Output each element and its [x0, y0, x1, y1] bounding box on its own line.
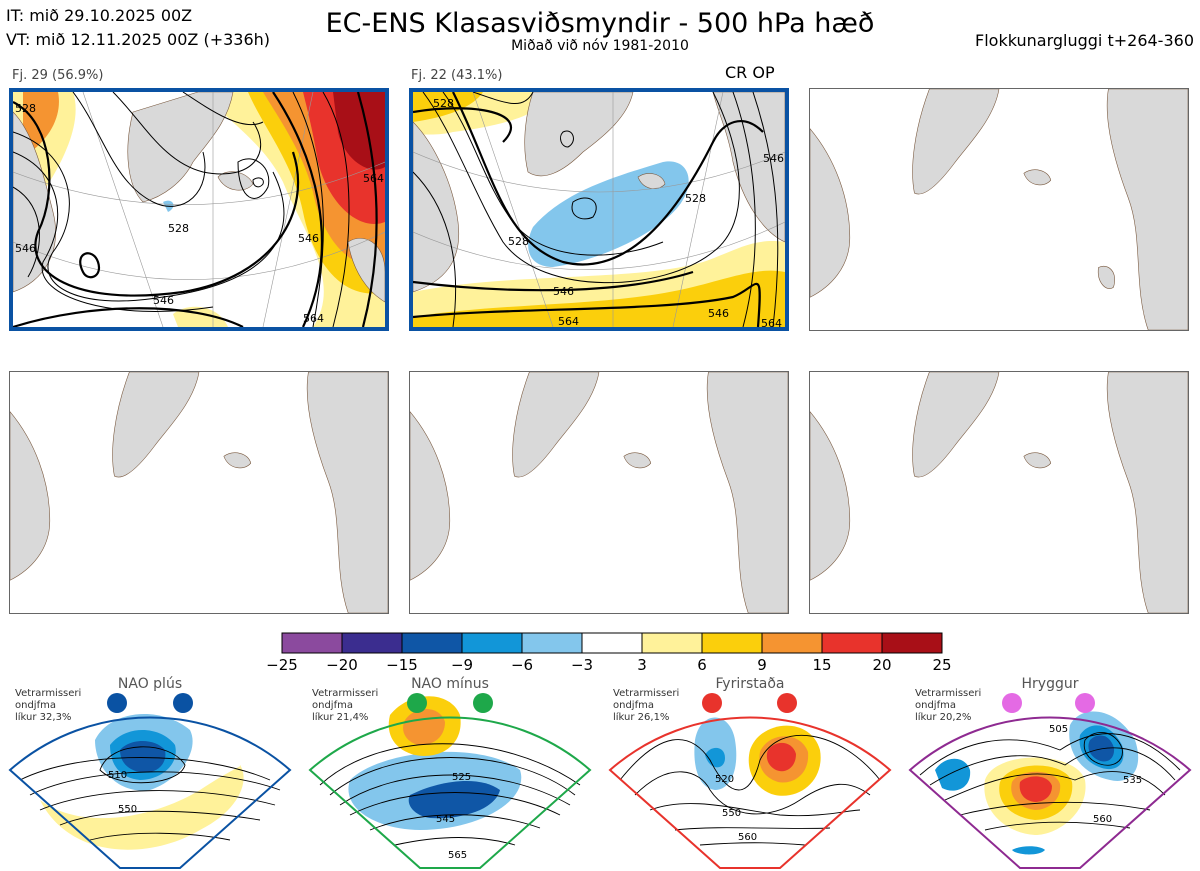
cluster-2-contour-label: 528: [508, 235, 529, 248]
valid-time: VT: mið 12.11.2025 00Z (+336h): [6, 30, 271, 49]
regime-3-name: Fyrirstaða: [715, 676, 785, 692]
colorbar-label: 6: [697, 656, 707, 674]
regime-3-contour-label: 520: [715, 774, 734, 785]
empty-map-4: [9, 371, 389, 614]
cluster-2-contour-label: 564: [761, 317, 782, 327]
regime-2-info: Vetrarmisseri ondjfma líkur 21,4%: [312, 688, 379, 723]
colorbar-label: −15: [386, 656, 418, 674]
regime-2-contour-label: 565: [448, 850, 467, 861]
regime-ridge[interactable]: 505 535 560: [900, 670, 1200, 870]
cluster-2-tag: CR OP: [725, 63, 775, 82]
page-title: EC-ENS Klasasviðsmyndir - 500 hPa hæð: [325, 8, 875, 39]
cluster-2-contour-label: 546: [763, 152, 784, 165]
cluster-1-label: Fj. 29 (56.9%): [12, 68, 104, 83]
regime-1-contour-label: 510: [108, 770, 127, 781]
dot-icon: [777, 693, 797, 713]
regime-dots: [107, 693, 1095, 713]
cluster-1-contour-label: 564: [303, 312, 324, 325]
colorbar-cell: [881, 632, 943, 654]
colorbar: [281, 632, 943, 654]
cluster-map-1[interactable]: 528 546 564 546 528 546 564: [9, 88, 389, 331]
regime-blocking[interactable]: 520 550 560: [600, 670, 900, 870]
colorbar-cell: [461, 632, 523, 654]
colorbar-cell: [701, 632, 763, 654]
cluster-1-contour-label: 546: [298, 232, 319, 245]
regime-2-name: NAO mínus: [411, 676, 489, 692]
classification-window: Flokkunargluggi t+264-360: [975, 31, 1194, 50]
colorbar-label: 25: [932, 656, 952, 674]
dot-icon: [1002, 693, 1022, 713]
regime-2-contour-label: 545: [436, 814, 455, 825]
regime-1-contour-label: 550: [118, 804, 137, 815]
dot-icon: [473, 693, 493, 713]
cluster-1-contour-label: 546: [153, 294, 174, 307]
colorbar-cell: [581, 632, 643, 654]
regime-1-name: NAO plús: [117, 676, 183, 692]
colorbar-label: 20: [872, 656, 892, 674]
colorbar-label: 15: [812, 656, 832, 674]
regime-2-contour-label: 525: [452, 772, 471, 783]
cluster-1-contour-label: 528: [168, 222, 189, 235]
colorbar-cell: [281, 632, 343, 654]
empty-map-6: [809, 371, 1189, 614]
cluster-2-contour-label: 528: [433, 97, 454, 110]
cluster-2-contour-label: 546: [708, 307, 729, 320]
cluster-1-contour-label: 564: [363, 172, 384, 185]
colorbar-label: −3: [570, 656, 594, 674]
colorbar-cell: [821, 632, 883, 654]
regime-nao-plus[interactable]: 510 550: [0, 670, 300, 870]
cluster-map-2[interactable]: 528 528 546 564 546 564 528 546: [409, 88, 789, 331]
cluster-2-contour-label: 546: [553, 285, 574, 298]
regime-3-info: Vetrarmisseri ondjfma líkur 26,1%: [613, 688, 680, 723]
dot-icon: [107, 693, 127, 713]
colorbar-label: −25: [266, 656, 298, 674]
regime-4-contour-label: 535: [1123, 775, 1142, 786]
cluster-1-contour-label: 528: [15, 102, 36, 115]
cluster-2-contour-label: 528: [685, 192, 706, 205]
cluster-2-label: Fj. 22 (43.1%): [411, 68, 503, 83]
colorbar-label: 9: [757, 656, 767, 674]
regime-4-contour-label: 505: [1049, 724, 1068, 735]
page-subtitle: Miðað við nóv 1981-2010: [511, 38, 689, 54]
colorbar-cell: [521, 632, 583, 654]
cluster-2-contour-label: 564: [558, 315, 579, 327]
empty-map-5: [409, 371, 789, 614]
cluster-1-contour-label: 546: [15, 242, 36, 255]
dot-icon: [702, 693, 722, 713]
colorbar-cell: [401, 632, 463, 654]
regime-4-contour-label: 560: [1093, 814, 1112, 825]
colorbar-cell: [341, 632, 403, 654]
colorbar-label: −6: [510, 656, 534, 674]
colorbar-label: 3: [637, 656, 647, 674]
regime-3-contour-label: 560: [738, 832, 757, 843]
colorbar-label: −20: [326, 656, 358, 674]
dot-icon: [1075, 693, 1095, 713]
regime-1-info: Vetrarmisseri ondjfma líkur 32,3%: [15, 688, 82, 723]
regime-nao-minus[interactable]: 525 545 565: [300, 670, 600, 870]
empty-map-3: [809, 88, 1189, 331]
colorbar-cell: [761, 632, 823, 654]
regime-4-info: Vetrarmisseri ondjfma líkur 20,2%: [915, 688, 982, 723]
colorbar-label: −9: [450, 656, 474, 674]
init-time: IT: mið 29.10.2025 00Z: [6, 6, 193, 25]
regime-4-name: Hryggur: [1021, 676, 1079, 692]
dot-icon: [173, 693, 193, 713]
regime-3-contour-label: 550: [722, 808, 741, 819]
colorbar-cell: [641, 632, 703, 654]
dot-icon: [407, 693, 427, 713]
